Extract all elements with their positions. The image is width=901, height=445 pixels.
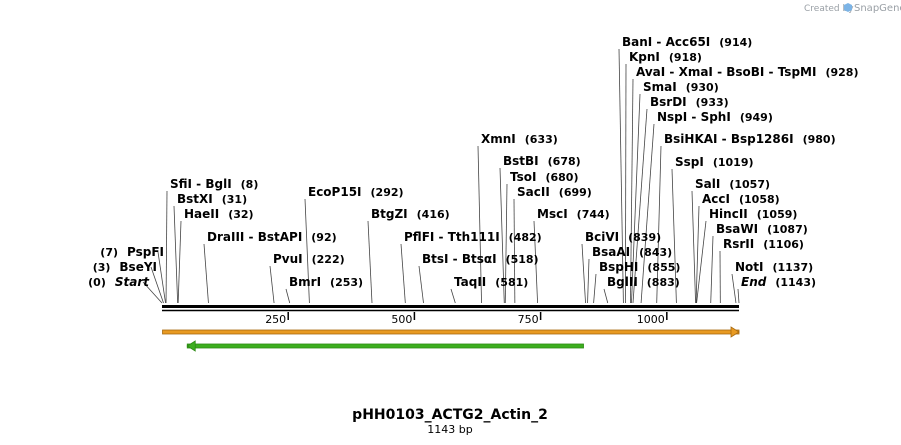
leader-line: [737, 288, 740, 304]
leader-line: [477, 145, 482, 304]
leader-line: [142, 281, 163, 304]
leader-line: [640, 123, 655, 304]
site-label-sspi[interactable]: SspI (1019): [675, 155, 754, 169]
leader-line: [696, 220, 707, 304]
site-label-bsaai[interactable]: BsaAI (843): [592, 245, 672, 259]
site-label-haeii[interactable]: HaeII (32): [184, 207, 254, 221]
leader-line: [513, 198, 516, 304]
site-label-bsawi[interactable]: BsaWI (1087): [716, 222, 808, 236]
site-label-ecop15i[interactable]: EcoP15I (292): [308, 185, 404, 199]
tick-label-750: 750: [518, 313, 539, 326]
snapgene-logo-icon: [844, 3, 852, 12]
leader-line: [625, 63, 627, 304]
site-label-pflfi-tth111i[interactable]: PflFI - Tth111I (482): [404, 230, 542, 244]
site-label-nspi-sphi[interactable]: NspI - SphI (949): [657, 110, 773, 124]
leader-line: [603, 288, 609, 304]
site-label-tsoi[interactable]: TsoI (680): [510, 170, 578, 184]
leader-line: [632, 108, 648, 304]
site-label-noti[interactable]: NotI (1137): [735, 260, 813, 274]
leader-line: [499, 167, 505, 304]
site-label-bglii[interactable]: BglII (883): [607, 275, 680, 289]
site-label-bseyi[interactable]: (3) BseYI: [93, 260, 157, 274]
leader-line: [691, 190, 696, 304]
leader-line: [150, 266, 164, 304]
leader-line: [157, 251, 166, 304]
leader-line: [173, 205, 179, 304]
green-feature-arrow-head: [186, 340, 196, 352]
tick-label-250: 250: [265, 313, 286, 326]
orange-feature-arrow-head: [730, 326, 740, 338]
site-label-bsphi[interactable]: BspHI (855): [599, 260, 680, 274]
leader-line: [285, 288, 291, 304]
leader-line: [269, 265, 275, 304]
site-label-avai-xmai-bsobi-tspmi[interactable]: AvaI - XmaI - BsoBI - TspMI (928): [636, 65, 858, 79]
site-label-kpni[interactable]: KpnI (918): [629, 50, 702, 64]
leader-line: [177, 220, 182, 304]
leader-line: [533, 220, 538, 304]
site-label-btgzi[interactable]: BtgZI (416): [371, 207, 450, 221]
leader-line: [631, 93, 641, 304]
site-label-bsrdi[interactable]: BsrDI (933): [650, 95, 729, 109]
leader-line: [593, 273, 597, 304]
map-title: pHH0103_ACTG2_Actin_2: [352, 407, 548, 423]
site-label-taqii[interactable]: TaqII (581): [454, 275, 528, 289]
leader-line: [671, 168, 677, 304]
tick-label-500: 500: [391, 313, 412, 326]
map-subtitle: 1143 bp: [427, 423, 472, 436]
green-feature-arrow[interactable]: [186, 340, 584, 352]
site-label-acci[interactable]: AccI (1058): [702, 192, 780, 206]
leader-line: [418, 265, 424, 304]
site-label-sacii[interactable]: SacII (699): [517, 185, 592, 199]
tick-label-1000: 1000: [637, 313, 665, 326]
site-label-xmni[interactable]: XmnI (633): [481, 132, 558, 146]
green-feature-arrow-body: [186, 343, 584, 349]
site-label-msci[interactable]: MscI (744): [537, 207, 610, 221]
site-label-pspfi[interactable]: (7) PspFI: [100, 245, 164, 259]
site-label-smai[interactable]: SmaI (930): [643, 80, 719, 94]
site-label-bstxi[interactable]: BstXI (31): [177, 192, 247, 206]
leader-line: [367, 220, 373, 304]
leader-line: [581, 243, 586, 304]
leader-line: [656, 145, 662, 304]
site-label-end[interactable]: End (1143): [741, 275, 816, 289]
site-label-hincii[interactable]: HincII (1059): [709, 207, 797, 221]
sequence-backbone: [162, 305, 739, 312]
leader-line: [304, 198, 310, 304]
leader-line: [618, 48, 624, 304]
orange-feature-arrow[interactable]: [162, 326, 740, 338]
site-label-pvui[interactable]: PvuI (222): [273, 252, 345, 266]
leader-line: [203, 243, 209, 304]
leader-line: [695, 205, 700, 304]
credit-text: Created by: [804, 4, 854, 14]
leader-line: [504, 183, 508, 304]
site-label-draiii-bstapi[interactable]: DraIII - BstAPI (92): [207, 230, 337, 244]
site-label-start[interactable]: (0) Start: [88, 275, 150, 289]
leader-lines: [142, 48, 740, 304]
features: [162, 326, 740, 352]
site-label-bstbi[interactable]: BstBI (678): [503, 154, 581, 168]
scale-ticks: 250 500 750 1000: [265, 312, 668, 326]
site-label-btsi-btsai[interactable]: BtsI - BtsαI (518): [422, 252, 539, 266]
credit-brand: SnapGene: [854, 3, 901, 14]
leader-line: [450, 288, 456, 304]
site-label-sfii-bgli[interactable]: SfiI - BglI (8): [170, 177, 258, 191]
leader-line: [630, 78, 634, 304]
leader-line: [587, 258, 590, 304]
site-label-bani-acc65i[interactable]: BanI - Acc65I (914): [622, 35, 752, 49]
leader-line: [710, 235, 714, 304]
site-label-sali[interactable]: SalI (1057): [695, 177, 770, 191]
leader-line: [731, 273, 737, 304]
site-label-rsrii[interactable]: RsrII (1106): [723, 237, 804, 251]
enzyme-labels: (0) Start (3) BseYI (7) PspFI SfiI - BglI (8…: [88, 35, 858, 289]
site-label-bsihkai-bsp1286i[interactable]: BsiHKAI - Bsp1286I (980): [664, 132, 836, 146]
site-label-bmri[interactable]: BmrI (253): [289, 275, 363, 289]
leader-line: [400, 243, 406, 304]
leader-line: [165, 190, 168, 304]
orange-feature-arrow-body: [162, 329, 740, 335]
site-label-bcivi[interactable]: BciVI (839): [585, 230, 661, 244]
